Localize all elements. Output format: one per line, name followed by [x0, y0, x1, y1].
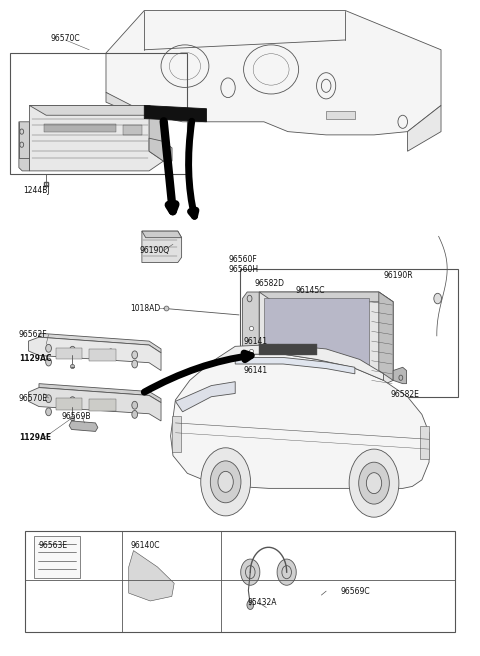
Polygon shape [106, 10, 441, 135]
Text: 96582D: 96582D [254, 279, 284, 288]
Circle shape [132, 401, 138, 409]
Bar [56, 348, 82, 359]
Text: 1129AE: 1129AE [19, 434, 51, 443]
Text: 96570C: 96570C [51, 33, 81, 43]
Polygon shape [170, 354, 429, 488]
Circle shape [108, 349, 114, 357]
Circle shape [434, 293, 442, 304]
Circle shape [359, 462, 389, 504]
Text: 96569C: 96569C [340, 586, 370, 596]
Circle shape [201, 448, 251, 516]
Polygon shape [408, 106, 441, 152]
Polygon shape [149, 138, 172, 161]
Polygon shape [211, 344, 384, 380]
Circle shape [366, 473, 382, 493]
Circle shape [46, 395, 51, 403]
Bar [10, 53, 187, 174]
Circle shape [46, 358, 51, 366]
Polygon shape [149, 106, 163, 161]
Bar [259, 344, 317, 356]
Text: 96570E: 96570E [19, 394, 48, 403]
Bar [240, 269, 458, 397]
Text: 96560H: 96560H [228, 264, 258, 274]
Circle shape [132, 411, 138, 419]
Circle shape [70, 397, 75, 405]
Text: 96569B: 96569B [62, 412, 92, 421]
Polygon shape [242, 292, 259, 374]
Polygon shape [175, 382, 235, 412]
Polygon shape [28, 388, 161, 421]
Bar [44, 124, 116, 132]
Circle shape [70, 346, 75, 354]
Bar [172, 417, 180, 453]
Polygon shape [19, 122, 29, 171]
Bar [264, 298, 369, 382]
Text: 96562F: 96562F [19, 330, 48, 339]
Circle shape [349, 449, 399, 517]
Text: 1244BJ: 1244BJ [24, 186, 50, 195]
Text: 96190Q: 96190Q [140, 246, 169, 255]
Polygon shape [142, 231, 181, 262]
Polygon shape [379, 292, 393, 380]
Bar [89, 400, 116, 411]
Bar [34, 536, 80, 579]
Polygon shape [259, 292, 393, 387]
Circle shape [46, 344, 51, 352]
Polygon shape [69, 421, 98, 432]
Circle shape [108, 400, 114, 407]
Circle shape [132, 360, 138, 368]
Text: 96140C: 96140C [131, 541, 160, 550]
Text: 96560F: 96560F [228, 255, 257, 264]
Polygon shape [106, 92, 144, 119]
Polygon shape [144, 106, 206, 122]
Bar [24, 531, 456, 632]
Bar [56, 398, 82, 410]
Text: 1129AC: 1129AC [19, 354, 51, 363]
Text: 96141: 96141 [244, 366, 268, 375]
Circle shape [132, 351, 138, 359]
Circle shape [210, 461, 241, 502]
Text: 1018AD: 1018AD [130, 304, 160, 313]
Text: 95432A: 95432A [247, 598, 276, 607]
Polygon shape [29, 106, 163, 115]
Polygon shape [393, 367, 407, 384]
Polygon shape [28, 337, 161, 371]
Polygon shape [29, 106, 163, 171]
Polygon shape [259, 292, 393, 302]
Circle shape [46, 408, 51, 416]
Circle shape [218, 472, 233, 492]
Polygon shape [142, 231, 181, 237]
Text: 96145C: 96145C [295, 285, 324, 295]
Text: 96190R: 96190R [384, 271, 413, 280]
Polygon shape [39, 384, 161, 403]
Text: 96141: 96141 [244, 337, 268, 346]
Polygon shape [39, 333, 161, 353]
Bar [420, 426, 429, 459]
Polygon shape [129, 550, 174, 601]
Polygon shape [235, 358, 355, 374]
Circle shape [277, 559, 296, 585]
Circle shape [247, 600, 253, 609]
Text: 96582E: 96582E [391, 390, 420, 400]
Bar [123, 125, 142, 135]
Bar [89, 349, 116, 361]
Bar [326, 111, 355, 119]
Circle shape [240, 559, 260, 585]
Text: 96563E: 96563E [38, 541, 67, 550]
